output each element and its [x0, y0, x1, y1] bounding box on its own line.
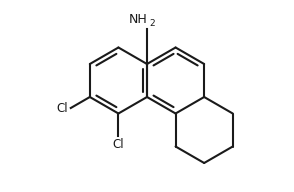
Text: NH: NH: [129, 13, 148, 26]
Text: 2: 2: [149, 18, 155, 27]
Text: Cl: Cl: [56, 102, 68, 114]
Text: Cl: Cl: [113, 138, 124, 151]
